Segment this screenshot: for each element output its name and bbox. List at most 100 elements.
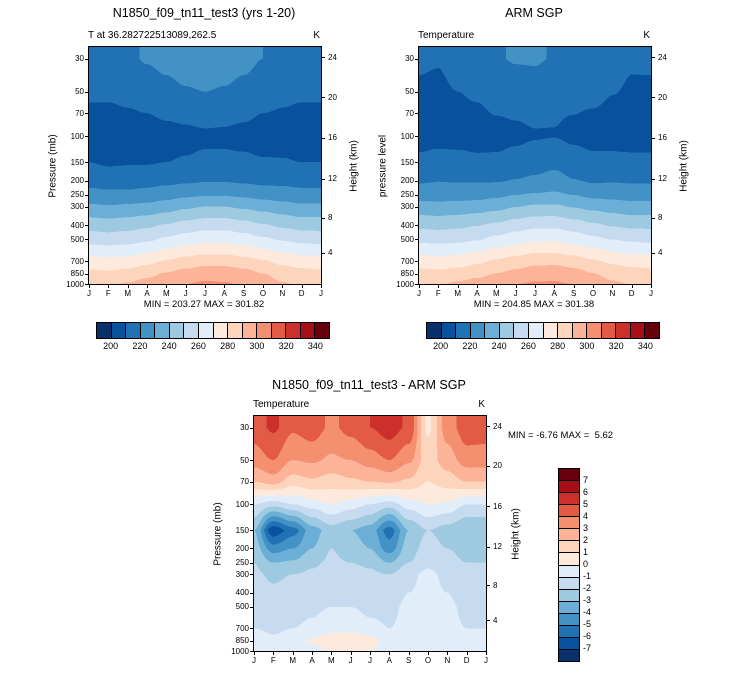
colorbar-tick-label: 4: [583, 511, 589, 521]
tick-mark: [515, 284, 517, 288]
contour-canvas: [254, 416, 486, 651]
colorbar-segment: [270, 323, 286, 338]
month-tick-label: M: [327, 656, 335, 665]
tick-mark: [651, 252, 655, 254]
colorbar-tick-label: -3: [583, 595, 592, 605]
tick-mark: [250, 548, 254, 550]
tick-mark: [415, 206, 419, 208]
height-axis-label: Height (km): [678, 139, 690, 192]
plot-frame: Pressure (mb) Height (km) 30 50 70 100 150 20…: [48, 46, 360, 298]
month-tick-label: J: [319, 289, 323, 298]
tick-mark: [593, 284, 594, 288]
month-tick-label: J: [513, 289, 518, 298]
height-axis-label: Height (km): [510, 507, 522, 560]
month-tick-label: A: [309, 656, 315, 665]
tick-mark: [486, 426, 490, 428]
pressure-tick-label: 500: [235, 602, 249, 612]
tick-mark: [496, 284, 498, 288]
tick-mark: [127, 284, 129, 288]
tick-mark: [321, 57, 325, 59]
tick-mark: [250, 504, 254, 506]
tick-mark: [321, 284, 322, 288]
tick-mark: [85, 136, 89, 138]
tick-mark: [85, 261, 89, 263]
month-tick-label: M: [454, 289, 461, 298]
pressure-tick-label: 300: [400, 202, 414, 212]
tick-mark: [486, 585, 490, 587]
height-tick-label: 12: [658, 174, 667, 184]
pressure-tick-label: 100: [400, 131, 414, 141]
tick-mark: [85, 206, 89, 208]
colorbar-tick-label: 260: [190, 341, 206, 351]
colorbar-segment: [559, 612, 579, 625]
tick-mark: [166, 284, 168, 288]
pressure-tick-label: 150: [235, 525, 249, 535]
tick-mark: [301, 284, 303, 288]
colorbar-tick-label: 340: [307, 341, 323, 351]
pressure-tick-label: 50: [405, 87, 414, 97]
tick-mark: [321, 137, 325, 139]
tick-mark: [108, 284, 110, 288]
tick-mark: [321, 217, 325, 219]
pressure-tick-label: 50: [75, 87, 84, 97]
tick-mark: [651, 178, 655, 180]
pressure-tick-label: 400: [400, 220, 414, 230]
month-tick-label: F: [105, 289, 111, 298]
colorbar-tick-label: 5: [583, 499, 589, 509]
tick-mark: [415, 162, 419, 164]
tick-mark: [415, 58, 419, 60]
height-tick-label: 20: [658, 92, 667, 102]
contour-canvas: [419, 47, 651, 284]
plot-subtitle-row: Temperature K: [253, 399, 485, 410]
month-tick-label: D: [463, 656, 470, 665]
tick-mark: [243, 284, 245, 288]
colorbar-segment: [440, 323, 456, 338]
colorbar-tick-label: 300: [249, 341, 265, 351]
tick-mark: [250, 574, 254, 576]
pressure-tick-label: 250: [400, 190, 414, 200]
month-tick-label: N: [279, 289, 286, 298]
colorbar-segment: [559, 540, 579, 553]
height-tick-label: 24: [328, 52, 337, 62]
pressure-tick-label: 200: [235, 543, 249, 553]
tick-mark: [477, 284, 478, 288]
month-tick-label: F: [270, 656, 276, 665]
month-tick-label: S: [405, 656, 412, 665]
colorbar-segment: [559, 552, 579, 565]
colorbar-segment: [559, 504, 579, 517]
height-tick-label: 8: [658, 213, 663, 223]
tick-mark: [250, 562, 254, 564]
pressure-tick-label: 150: [400, 157, 414, 167]
colorbar-segment: [427, 323, 441, 338]
colorbar-tick-label: 220: [462, 341, 478, 351]
difference-temperature-plot: N1850_f09_tn11_test3 - ARM SGP Temperatu…: [165, 373, 733, 680]
tick-mark: [250, 481, 254, 483]
tick-mark: [321, 178, 325, 180]
tick-mark: [85, 284, 89, 285]
colorbar-segment: [542, 323, 558, 338]
tick-mark: [250, 427, 254, 429]
month-tick-label: N: [444, 656, 451, 665]
pressure-tick-label: 500: [70, 234, 84, 244]
obs-temperature-plot: ARM SGP Temperature K pressure level Hei…: [330, 0, 696, 372]
tick-mark: [415, 194, 419, 196]
colorbar-segment: [600, 323, 616, 338]
height-tick-label: 12: [493, 542, 502, 552]
tick-mark: [185, 284, 187, 288]
tick-mark: [415, 91, 419, 93]
colorbar-segment: [139, 323, 155, 338]
colorbar-segment: [559, 636, 579, 649]
tick-mark: [85, 180, 89, 182]
tick-mark: [370, 651, 371, 655]
colorbar-segment: [559, 480, 579, 493]
tick-mark: [486, 651, 487, 655]
tick-mark: [250, 530, 254, 532]
tick-mark: [428, 651, 429, 655]
colorbar-tick-label: 320: [278, 341, 294, 351]
pressure-tick-label: 250: [235, 558, 249, 568]
plot-subtitle: Temperature: [418, 30, 475, 41]
tick-mark: [250, 592, 254, 594]
colorbar-tick-label: 3: [583, 523, 589, 533]
tick-mark: [292, 651, 294, 655]
tick-mark: [147, 284, 148, 288]
